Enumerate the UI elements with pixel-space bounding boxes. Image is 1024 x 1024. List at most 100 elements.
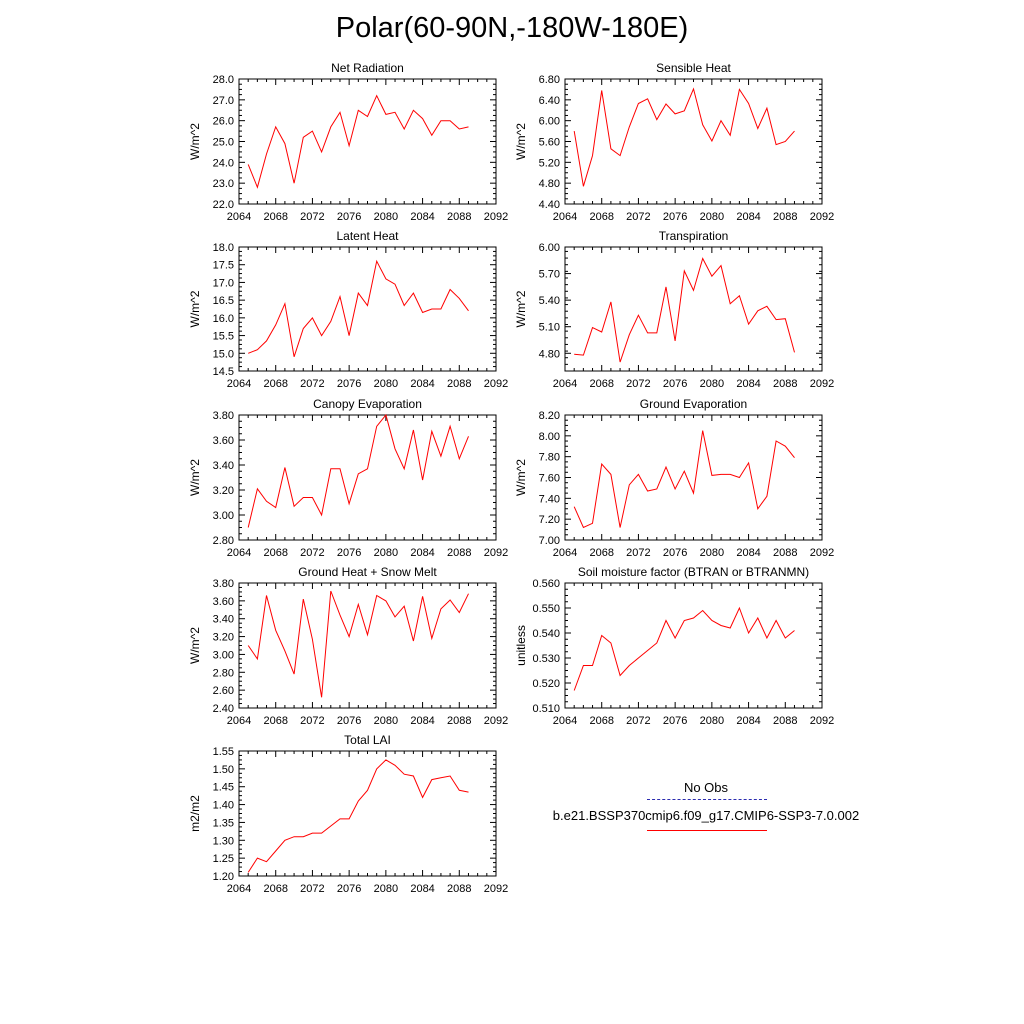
x-tick-label: 2064 <box>553 547 577 559</box>
series-line <box>574 257 795 363</box>
series-line <box>573 606 795 691</box>
x-tick-label: 2080 <box>374 883 398 895</box>
y-tick-label: 3.80 <box>213 578 234 590</box>
y-tick-label: 4.80 <box>539 178 560 190</box>
plot-frame <box>564 414 823 541</box>
panel-title: Ground Heat + Snow Melt <box>298 565 437 579</box>
y-tick-label: 1.50 <box>213 764 234 776</box>
x-tick-label: 2076 <box>337 715 361 727</box>
y-tick-label: 18.0 <box>213 242 234 254</box>
legend-case-line <box>647 830 767 831</box>
y-tick-label: 3.00 <box>213 649 234 661</box>
y-tick-label: 8.00 <box>539 431 560 443</box>
x-tick-label: 2084 <box>410 211 434 223</box>
x-tick-label: 2080 <box>374 211 398 223</box>
x-tick-label: 2084 <box>736 547 760 559</box>
y-tick-label: 7.00 <box>539 535 560 547</box>
y-tick-label: 6.40 <box>539 95 560 107</box>
y-axis-label: W/m^2 <box>188 459 202 496</box>
y-tick-label: 27.0 <box>213 95 234 107</box>
y-tick-label: 0.550 <box>532 603 560 615</box>
y-tick-label: 7.60 <box>539 473 560 485</box>
panel-9: 2064 2068 2072 2076 2080 2084 2088 2092 1.20 1.25… <box>188 733 508 895</box>
x-tick-label: 2076 <box>663 378 687 390</box>
plot-frame <box>564 246 823 372</box>
legend-case-label: b.e21.BSSP370cmip6.f09_g17.CMIP6-SSP3-7.… <box>552 808 860 823</box>
panel-5: 2064 2068 2072 2076 2080 2084 2088 2092 2.80 3.00… <box>188 397 508 559</box>
x-tick-label: 2072 <box>626 378 650 390</box>
x-tick-label: 2088 <box>773 715 797 727</box>
y-tick-label: 2.60 <box>213 685 234 697</box>
x-tick-label: 2068 <box>589 715 613 727</box>
panel-8: 2064 2068 2072 2076 2080 2084 2088 2092 0.510 0.5… <box>514 565 834 727</box>
x-tick-label: 2084 <box>736 211 760 223</box>
y-tick-label: 4.40 <box>539 199 560 211</box>
y-tick-label: 7.80 <box>539 452 560 464</box>
y-tick-label: 5.40 <box>539 295 560 307</box>
x-tick-label: 2068 <box>589 547 613 559</box>
x-tick-label: 2064 <box>227 547 251 559</box>
y-tick-label: 1.30 <box>213 835 234 847</box>
plot-frame <box>238 582 497 709</box>
x-tick-label: 2076 <box>337 378 361 390</box>
y-tick-label: 7.20 <box>539 514 560 526</box>
panel-title: Transpiration <box>659 229 729 243</box>
x-tick-label: 2092 <box>484 715 508 727</box>
y-tick-label: 0.510 <box>532 703 560 715</box>
plot-frame <box>238 750 497 877</box>
panel-title: Soil moisture factor (BTRAN or BTRANMN) <box>578 565 809 579</box>
y-tick-label: 6.00 <box>539 242 560 254</box>
plot-frame <box>564 582 823 709</box>
x-tick-label: 2064 <box>553 211 577 223</box>
x-tick-label: 2064 <box>227 883 251 895</box>
x-tick-label: 2092 <box>810 211 834 223</box>
x-tick-label: 2064 <box>227 211 251 223</box>
x-tick-label: 2092 <box>484 883 508 895</box>
panel-title: Net Radiation <box>331 61 404 75</box>
x-tick-label: 2088 <box>447 211 471 223</box>
y-tick-label: 0.520 <box>532 678 560 690</box>
x-tick-label: 2084 <box>410 378 434 390</box>
x-tick-label: 2064 <box>553 715 577 727</box>
y-tick-label: 1.35 <box>213 817 234 829</box>
x-tick-label: 2088 <box>447 547 471 559</box>
x-tick-label: 2088 <box>773 211 797 223</box>
y-tick-label: 15.0 <box>213 348 234 360</box>
y-tick-label: 26.0 <box>213 116 234 128</box>
x-tick-label: 2080 <box>700 378 724 390</box>
x-tick-label: 2068 <box>263 715 287 727</box>
x-tick-label: 2080 <box>700 715 724 727</box>
y-tick-label: 22.0 <box>213 199 234 211</box>
y-tick-label: 6.00 <box>539 116 560 128</box>
y-tick-label: 6.80 <box>539 74 560 86</box>
x-tick-label: 2072 <box>300 547 324 559</box>
x-tick-label: 2068 <box>589 378 613 390</box>
y-tick-label: 17.5 <box>213 260 234 272</box>
x-tick-label: 2088 <box>773 547 797 559</box>
x-tick-label: 2072 <box>626 547 650 559</box>
plot-frame <box>238 414 497 541</box>
x-tick-label: 2068 <box>263 211 287 223</box>
x-tick-label: 2088 <box>447 378 471 390</box>
series-line <box>573 87 795 187</box>
x-tick-label: 2092 <box>484 547 508 559</box>
series-line <box>248 259 469 357</box>
series-line <box>247 94 469 189</box>
legend-obs-label: No Obs <box>683 780 729 795</box>
y-tick-label: 3.40 <box>213 614 234 626</box>
y-tick-label: 0.560 <box>532 578 560 590</box>
x-tick-label: 2092 <box>484 211 508 223</box>
y-tick-label: 17.0 <box>213 277 234 289</box>
y-tick-label: 15.5 <box>213 331 234 343</box>
y-tick-label: 23.0 <box>213 178 234 190</box>
y-tick-label: 5.70 <box>539 269 560 281</box>
y-tick-label: 5.60 <box>539 137 560 149</box>
x-tick-label: 2084 <box>410 715 434 727</box>
y-tick-label: 16.0 <box>213 313 234 325</box>
x-tick-label: 2072 <box>300 715 324 727</box>
y-tick-label: 1.45 <box>213 782 234 794</box>
x-tick-label: 2076 <box>663 547 687 559</box>
y-tick-label: 25.0 <box>213 137 234 149</box>
x-tick-label: 2072 <box>300 378 324 390</box>
y-tick-label: 2.80 <box>213 667 234 679</box>
